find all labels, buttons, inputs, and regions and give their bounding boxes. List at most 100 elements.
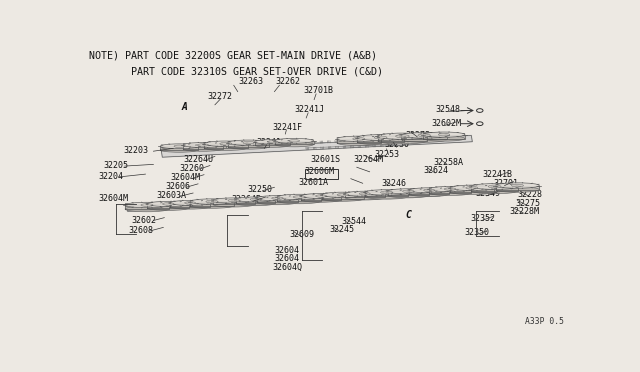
Ellipse shape [213,198,255,203]
Ellipse shape [250,198,261,201]
Ellipse shape [161,144,198,149]
Ellipse shape [204,141,248,147]
Ellipse shape [257,199,298,205]
Polygon shape [410,190,449,194]
Text: 32602M: 32602M [431,119,461,128]
Ellipse shape [444,188,456,190]
Ellipse shape [301,193,341,199]
Text: 32609: 32609 [290,230,315,239]
Polygon shape [170,203,210,206]
Text: 32352: 32352 [470,214,495,223]
Text: 32544: 32544 [342,217,367,225]
Ellipse shape [403,190,414,193]
Text: 32241B: 32241B [483,170,513,179]
Ellipse shape [174,145,184,147]
Polygon shape [190,202,234,206]
Ellipse shape [418,134,431,137]
Ellipse shape [471,184,518,189]
Ellipse shape [357,135,404,140]
Ellipse shape [429,190,471,196]
Ellipse shape [255,143,291,147]
Ellipse shape [275,138,314,143]
Text: 32262: 32262 [276,77,301,86]
Polygon shape [147,204,189,208]
Ellipse shape [183,146,223,151]
Ellipse shape [381,191,392,194]
Text: 32228M: 32228M [509,207,540,216]
Polygon shape [345,194,385,198]
Ellipse shape [423,136,465,141]
Text: 32245: 32245 [330,225,355,234]
Ellipse shape [316,195,326,197]
Polygon shape [423,135,465,138]
Ellipse shape [204,145,248,150]
Text: 32548: 32548 [436,105,461,114]
Text: 32604: 32604 [275,254,300,263]
Ellipse shape [125,202,169,208]
Ellipse shape [438,133,450,136]
Polygon shape [125,205,169,209]
Polygon shape [322,195,364,199]
Text: 32606: 32606 [166,182,191,191]
Ellipse shape [206,200,218,203]
Ellipse shape [301,197,341,202]
Ellipse shape [345,195,385,200]
Ellipse shape [410,192,449,196]
Ellipse shape [396,135,409,138]
Text: 32205: 32205 [103,161,128,170]
Text: 32241F: 32241F [273,123,302,132]
Ellipse shape [277,198,321,204]
Text: C: C [405,210,412,220]
Polygon shape [127,190,440,211]
Text: 32601A: 32601A [298,178,328,187]
Ellipse shape [275,142,314,147]
Polygon shape [277,197,321,201]
Text: 32258A: 32258A [433,158,463,167]
Text: 32246: 32246 [381,179,406,188]
Text: 32275: 32275 [515,199,540,208]
Ellipse shape [236,201,275,206]
Ellipse shape [213,202,255,207]
Ellipse shape [322,196,364,201]
Ellipse shape [220,142,232,145]
Ellipse shape [257,196,298,201]
Text: 32606M: 32606M [305,167,335,176]
Ellipse shape [255,140,291,144]
Text: 32604Q: 32604Q [273,263,302,272]
Text: 32604: 32604 [275,246,300,255]
Text: 32601S: 32601S [310,155,340,164]
Polygon shape [257,198,298,202]
Text: 32241J: 32241J [294,105,324,115]
Ellipse shape [141,203,153,206]
Polygon shape [365,192,408,196]
Text: NOTE) PART CODE 32200S GEAR SET-MAIN DRIVE (A&B): NOTE) PART CODE 32200S GEAR SET-MAIN DRI… [89,50,377,60]
Polygon shape [388,191,429,195]
Ellipse shape [388,189,429,194]
Ellipse shape [424,189,435,192]
Text: 32203: 32203 [123,146,148,155]
Ellipse shape [190,199,234,204]
Ellipse shape [170,204,210,209]
Ellipse shape [359,192,370,195]
Ellipse shape [511,184,524,187]
Ellipse shape [228,199,239,202]
Text: 32602: 32602 [131,216,156,225]
Text: 32228: 32228 [518,190,543,199]
Ellipse shape [337,140,381,145]
Text: 32701: 32701 [493,179,518,188]
Polygon shape [255,142,291,145]
Ellipse shape [401,137,447,142]
Text: 32604M: 32604M [170,173,200,182]
Text: 32230: 32230 [384,140,409,150]
Ellipse shape [365,190,408,195]
Text: 32263: 32263 [239,77,264,86]
Polygon shape [275,141,314,144]
Text: 32264R: 32264R [231,195,261,204]
Text: 32608: 32608 [128,226,153,235]
Ellipse shape [374,136,387,139]
Ellipse shape [450,185,493,190]
Polygon shape [161,146,198,150]
Ellipse shape [337,193,349,196]
Ellipse shape [401,132,447,138]
Ellipse shape [495,183,540,188]
